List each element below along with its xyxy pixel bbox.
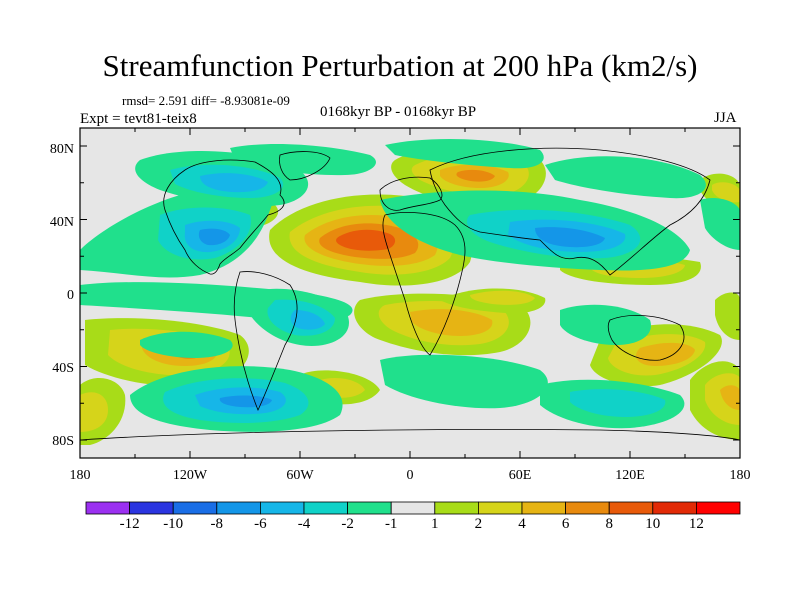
lon-label-180e: 180 xyxy=(729,468,751,483)
lon-label-120e: 120E xyxy=(615,468,645,483)
lon-label-180w: 180 xyxy=(69,468,91,483)
colorbar-label: -1 xyxy=(384,516,398,532)
colorbar-swatch xyxy=(565,501,610,515)
plot-title: Streamfunction Perturbation at 200 hPa (… xyxy=(102,48,698,83)
colorbar-swatch xyxy=(303,501,348,515)
colorbar-swatch xyxy=(608,501,654,515)
colorbar-swatch xyxy=(390,501,436,515)
colorbar-swatch xyxy=(477,501,523,515)
lat-label-80s: 80S xyxy=(52,434,74,449)
colorbar-swatch xyxy=(85,501,130,515)
colorbar-label: -12 xyxy=(119,516,140,532)
colorbar-label: 4 xyxy=(518,516,526,532)
colorbar-label: 10 xyxy=(645,516,661,532)
colorbar xyxy=(85,501,741,515)
lat-label-80n: 80N xyxy=(49,142,74,157)
colorbar-swatch xyxy=(696,501,741,515)
coastlines xyxy=(80,147,740,441)
lon-label-120w: 120W xyxy=(172,468,208,483)
lat-label-0: 0 xyxy=(67,288,74,303)
axis-ticks xyxy=(79,128,741,458)
lon-label-60w: 60W xyxy=(286,468,314,483)
colorbar-swatch xyxy=(172,501,218,515)
colorbar-swatch xyxy=(652,501,697,515)
colorbar-label: -4 xyxy=(297,516,311,532)
colorbar-label: 2 xyxy=(474,516,483,532)
colorbar-label: 12 xyxy=(688,516,704,532)
statistics-text: rmsd= 2.591 diff= -8.93081e-09 xyxy=(122,93,290,108)
period-label: 0168kyr BP - 0168kyr BP xyxy=(320,104,477,120)
experiment-label: Expt = tevt81-teix8 xyxy=(80,111,197,127)
lon-label-60e: 60E xyxy=(508,468,532,483)
colorbar-label: -8 xyxy=(210,516,224,532)
colorbar-swatch xyxy=(347,501,392,515)
colorbar-swatch xyxy=(434,501,479,515)
colorbar-label: -2 xyxy=(341,516,354,532)
contour-fields xyxy=(80,138,740,445)
colorbar-label: 1 xyxy=(431,516,439,532)
colorbar-swatch xyxy=(521,501,566,515)
colorbar-label: -10 xyxy=(163,516,184,532)
lat-label-40n: 40N xyxy=(49,215,74,230)
colorbar-label: 8 xyxy=(605,516,613,532)
lat-label-40s: 40S xyxy=(52,361,74,376)
lon-label-0: 0 xyxy=(406,468,414,483)
colorbar-label: 6 xyxy=(561,516,570,532)
season-label: JJA xyxy=(714,110,737,126)
colorbar-swatch xyxy=(259,501,305,515)
colorbar-swatch xyxy=(129,501,174,515)
colorbar-swatch xyxy=(216,501,261,515)
colorbar-label: -6 xyxy=(254,516,267,532)
